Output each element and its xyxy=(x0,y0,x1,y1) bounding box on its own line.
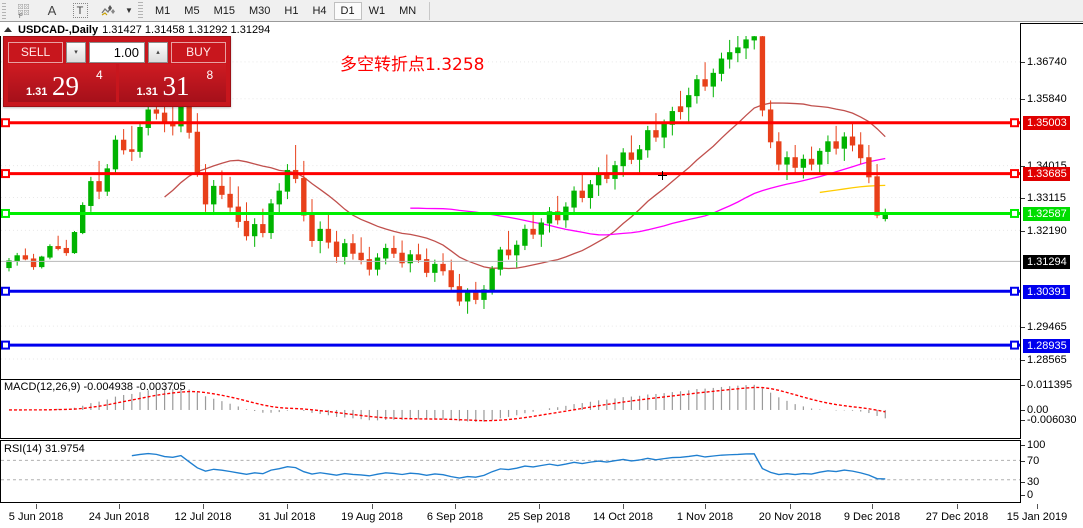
macd-tick: 0.00 xyxy=(1021,404,1048,417)
text-object-box: T xyxy=(72,3,88,18)
date-tick xyxy=(539,504,540,509)
trade-panel-top-row: SELL ▾ 1.00 ▴ BUY xyxy=(4,37,230,64)
symbol-info-bar: USDCAD-,Daily 1.31427 1.31458 1.31292 1.… xyxy=(0,23,1020,36)
price-level-tag-red[interactable]: 1.33685 xyxy=(1023,167,1070,181)
symbol-name: USDCAD-,Daily xyxy=(18,23,99,36)
symbol-ohlc: 1.31427 1.31458 1.31292 1.31294 xyxy=(102,23,271,36)
timeframe-h4[interactable]: H4 xyxy=(312,4,327,17)
date-tick xyxy=(790,504,791,509)
date-tick xyxy=(119,504,120,509)
date-tick xyxy=(705,504,706,509)
sell-button[interactable]: SELL xyxy=(8,41,63,63)
price-tick: 1.36740 xyxy=(1021,56,1067,69)
timeframe-w1[interactable]: W1 xyxy=(368,4,386,17)
price-level-tag-red[interactable]: 1.35003 xyxy=(1023,116,1070,130)
date-label: 19 Aug 2018 xyxy=(341,511,403,523)
price-axis-scale[interactable]: 1.36740 1.35840 1.34015 1.33115 1.32190 1.294… xyxy=(1021,24,1083,399)
volume-increment-button[interactable]: ▴ xyxy=(148,41,168,63)
sell-price-big: 29 xyxy=(52,71,79,101)
price-level-tag-blue[interactable]: 1.30391 xyxy=(1023,285,1070,299)
date-tick xyxy=(203,504,204,509)
toolbar-grip[interactable] xyxy=(2,2,6,19)
rsi-tick: 70 xyxy=(1021,455,1039,468)
text-label-icon[interactable]: A xyxy=(47,3,57,18)
macd-tick: -0.006030 xyxy=(1021,414,1077,427)
buy-price-prefix: 1.31 xyxy=(136,86,158,98)
date-label: 15 Jan 2019 xyxy=(1006,511,1068,523)
timeframe-h1[interactable]: H1 xyxy=(284,4,299,17)
grid-crosshair-icon[interactable]: F xyxy=(10,1,38,21)
date-label: 6 Sep 2018 xyxy=(426,511,484,523)
date-label: 27 Dec 2018 xyxy=(925,511,989,523)
date-tick xyxy=(372,504,373,509)
trade-panel-price-row: 1.31 29 4 1.31 31 8 xyxy=(4,64,230,105)
timeframe-group: M1 M5 M15 M30 H1 H4 D1 W1 MN xyxy=(148,1,423,20)
macd-label: MACD(12,26,9) -0.004938 -0.003705 xyxy=(4,381,186,393)
text-object-icon[interactable]: T xyxy=(66,1,94,21)
date-tick xyxy=(455,504,456,509)
rsi-label: RSI(14) 31.9754 xyxy=(4,443,85,455)
date-label: 24 Jun 2018 xyxy=(88,511,150,523)
date-tick xyxy=(872,504,873,509)
buy-price-big: 31 xyxy=(162,71,190,101)
buy-price-display[interactable]: 1.31 31 8 xyxy=(118,64,226,102)
sell-price-display[interactable]: 1.31 29 4 xyxy=(8,64,116,102)
sell-price-prefix: 1.31 xyxy=(26,86,48,98)
macd-indicator-pane[interactable] xyxy=(0,379,1021,439)
price-level-tag-green[interactable]: 1.32587 xyxy=(1023,207,1070,221)
price-tick: 1.32190 xyxy=(1021,225,1067,238)
one-click-trading-panel[interactable]: SELL ▾ 1.00 ▴ BUY 1.31 29 4 1.31 31 8 xyxy=(3,36,231,107)
date-label: 31 Jul 2018 xyxy=(258,511,316,523)
svg-text:F: F xyxy=(19,14,23,18)
price-tick: 1.35840 xyxy=(1021,93,1067,106)
date-label: 14 Oct 2018 xyxy=(593,511,653,523)
date-label: 9 Dec 2018 xyxy=(843,511,901,523)
date-tick xyxy=(1037,504,1038,509)
crosshair-cursor-icon xyxy=(658,171,667,180)
macd-axis-scale[interactable]: 0.011395 0.00 -0.006030 xyxy=(1021,379,1083,439)
chart-annotation-text: 多空转折点1.3258 xyxy=(340,55,485,75)
date-tick xyxy=(36,504,37,509)
rsi-indicator-pane[interactable] xyxy=(0,440,1021,503)
timeframe-mn[interactable]: MN xyxy=(399,4,417,17)
rsi-tick: 0 xyxy=(1021,489,1033,502)
date-label: 5 Jun 2018 xyxy=(8,511,64,523)
date-label: 1 Nov 2018 xyxy=(676,511,734,523)
price-level-tag-blue[interactable]: 1.28935 xyxy=(1023,339,1070,353)
date-label: 25 Sep 2018 xyxy=(507,511,571,523)
sell-price-fraction: 4 xyxy=(96,68,103,82)
collapse-triangle-icon[interactable] xyxy=(4,27,12,32)
date-label: 20 Nov 2018 xyxy=(758,511,822,523)
timeframe-m30[interactable]: M30 xyxy=(248,4,271,17)
volume-decrement-button[interactable]: ▾ xyxy=(66,41,86,63)
indicators-dropdown-caret-icon[interactable]: ▼ xyxy=(125,6,133,15)
date-tick xyxy=(623,504,624,509)
timeframe-m15[interactable]: M15 xyxy=(213,4,235,17)
indicators-icon[interactable] xyxy=(94,1,122,21)
volume-input[interactable]: 1.00 xyxy=(89,41,145,63)
rsi-tick: 100 xyxy=(1021,439,1045,452)
rsi-axis-scale[interactable]: 100 70 30 0 xyxy=(1021,439,1083,503)
timeframe-m5[interactable]: M5 xyxy=(184,4,200,17)
price-level-tag-black[interactable]: 1.31294 xyxy=(1023,255,1070,269)
timeframe-grip[interactable] xyxy=(138,2,143,19)
timeframe-m1[interactable]: M1 xyxy=(155,4,171,17)
price-tick: 1.33115 xyxy=(1021,192,1066,205)
toolbar: F A T ▼ M1 M5 M15 M30 H1 H4 D1 W1 MN xyxy=(0,0,1083,22)
price-tick: 1.28565 xyxy=(1021,354,1067,367)
timeframe-d1[interactable]: D1 xyxy=(333,1,362,20)
rsi-tick: 30 xyxy=(1021,476,1039,489)
date-label: 12 Jul 2018 xyxy=(174,511,232,523)
buy-button[interactable]: BUY xyxy=(171,41,226,63)
date-tick xyxy=(957,504,958,509)
date-axis[interactable]: 5 Jun 2018 24 Jun 2018 12 Jul 2018 31 Jul 2… xyxy=(0,504,1067,528)
buy-price-fraction: 8 xyxy=(206,68,214,82)
price-tick: 1.29465 xyxy=(1021,321,1067,334)
macd-tick: 0.011395 xyxy=(1021,379,1072,392)
date-tick xyxy=(287,504,288,509)
toolbar-divider xyxy=(429,1,431,20)
